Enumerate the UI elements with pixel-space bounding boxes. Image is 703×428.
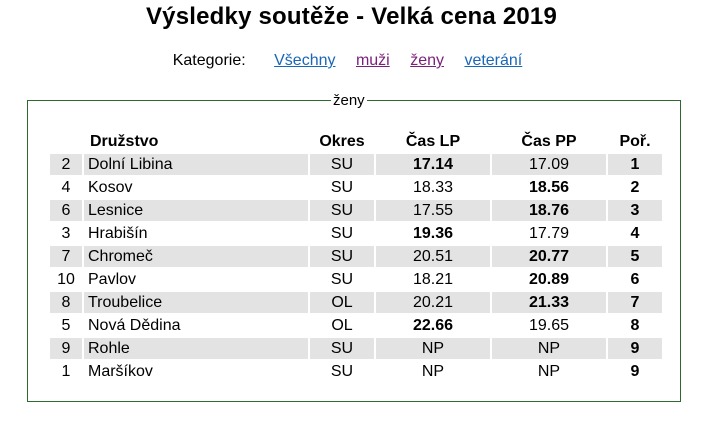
category-link-all[interactable]: Všechny xyxy=(274,52,335,69)
results-table: Družstvo Okres Čas LP Čas PP Poř. 2 Dolní… xyxy=(48,129,664,384)
team-name-cell: Maršíkov xyxy=(84,361,308,382)
time-pp-cell: 21.33 xyxy=(492,292,606,313)
time-pp-cell: 18.76 xyxy=(492,200,606,221)
start-number-cell: 2 xyxy=(50,154,82,175)
time-pp-cell: 20.77 xyxy=(492,246,606,267)
category-link-men[interactable]: muži xyxy=(356,52,390,69)
header-team: Družstvo xyxy=(84,131,308,152)
start-number-cell: 1 xyxy=(50,361,82,382)
rank-cell: 2 xyxy=(608,177,662,198)
district-cell: SU xyxy=(310,361,374,382)
table-row: 6 Lesnice SU 17.55 18.76 3 xyxy=(50,200,662,221)
header-rank: Poř. xyxy=(608,131,662,152)
time-lp-cell: 17.14 xyxy=(376,154,490,175)
time-lp-cell: 22.66 xyxy=(376,315,490,336)
table-row: 8 Troubelice OL 20.21 21.33 7 xyxy=(50,292,662,313)
header-time-lp: Čas LP xyxy=(376,131,490,152)
rank-cell: 1 xyxy=(608,154,662,175)
team-name-cell: Rohle xyxy=(84,338,308,359)
team-name-cell: Hrabišín xyxy=(84,223,308,244)
rank-cell: 6 xyxy=(608,269,662,290)
category-link-women[interactable]: ženy xyxy=(410,52,444,69)
district-cell: OL xyxy=(310,315,374,336)
district-cell: SU xyxy=(310,200,374,221)
table-row: 10 Pavlov SU 18.21 20.89 6 xyxy=(50,269,662,290)
rank-cell: 8 xyxy=(608,315,662,336)
time-lp-cell: 18.21 xyxy=(376,269,490,290)
time-lp-cell: 17.55 xyxy=(376,200,490,221)
time-lp-cell: 20.21 xyxy=(376,292,490,313)
results-body: 2 Dolní Libina SU 17.14 17.09 1 4 Kosov SU 18.33 1… xyxy=(50,154,662,382)
start-number-cell: 6 xyxy=(50,200,82,221)
district-cell: OL xyxy=(310,292,374,313)
start-number-cell: 3 xyxy=(50,223,82,244)
start-number-cell: 9 xyxy=(50,338,82,359)
category-label: Kategorie: xyxy=(173,52,246,69)
start-number-cell: 8 xyxy=(50,292,82,313)
time-lp-cell: 19.36 xyxy=(376,223,490,244)
table-row: 5 Nová Dědina OL 22.66 19.65 8 xyxy=(50,315,662,336)
rank-cell: 9 xyxy=(608,338,662,359)
time-lp-cell: NP xyxy=(376,338,490,359)
rank-cell: 3 xyxy=(608,200,662,221)
time-pp-cell: 20.89 xyxy=(492,269,606,290)
page-title: Výsledky soutěže - Velká cena 2019 xyxy=(0,3,703,31)
table-row: 7 Chromeč SU 20.51 20.77 5 xyxy=(50,246,662,267)
table-row: 1 Maršíkov SU NP NP 9 xyxy=(50,361,662,382)
rank-cell: 4 xyxy=(608,223,662,244)
header-time-pp: Čas PP xyxy=(492,131,606,152)
time-pp-cell: 19.65 xyxy=(492,315,606,336)
time-pp-cell: 18.56 xyxy=(492,177,606,198)
district-cell: SU xyxy=(310,269,374,290)
rank-cell: 5 xyxy=(608,246,662,267)
district-cell: SU xyxy=(310,246,374,267)
time-pp-cell: 17.79 xyxy=(492,223,606,244)
time-pp-cell: NP xyxy=(492,361,606,382)
results-legend: ženy xyxy=(331,92,367,109)
start-number-cell: 4 xyxy=(50,177,82,198)
start-number-cell: 10 xyxy=(50,269,82,290)
time-pp-cell: 17.09 xyxy=(492,154,606,175)
header-number xyxy=(50,131,82,152)
table-row: 3 Hrabišín SU 19.36 17.79 4 xyxy=(50,223,662,244)
team-name-cell: Chromeč xyxy=(84,246,308,267)
header-district: Okres xyxy=(310,131,374,152)
district-cell: SU xyxy=(310,223,374,244)
team-name-cell: Dolní Libina xyxy=(84,154,308,175)
category-link-veterans[interactable]: veterání xyxy=(464,52,522,69)
district-cell: SU xyxy=(310,154,374,175)
rank-cell: 9 xyxy=(608,361,662,382)
rank-cell: 7 xyxy=(608,292,662,313)
district-cell: SU xyxy=(310,338,374,359)
start-number-cell: 7 xyxy=(50,246,82,267)
team-name-cell: Troubelice xyxy=(84,292,308,313)
district-cell: SU xyxy=(310,177,374,198)
table-header-row: Družstvo Okres Čas LP Čas PP Poř. xyxy=(50,131,662,152)
time-lp-cell: 18.33 xyxy=(376,177,490,198)
table-row: 2 Dolní Libina SU 17.14 17.09 1 xyxy=(50,154,662,175)
team-name-cell: Lesnice xyxy=(84,200,308,221)
time-pp-cell: NP xyxy=(492,338,606,359)
table-row: 9 Rohle SU NP NP 9 xyxy=(50,338,662,359)
results-panel: ženy Družstvo Okres Čas LP Čas PP Poř. 2… xyxy=(27,92,681,402)
team-name-cell: Nová Dědina xyxy=(84,315,308,336)
category-filter: Kategorie: Všechny muži ženy veterání xyxy=(0,52,703,70)
team-name-cell: Kosov xyxy=(84,177,308,198)
table-row: 4 Kosov SU 18.33 18.56 2 xyxy=(50,177,662,198)
team-name-cell: Pavlov xyxy=(84,269,308,290)
time-lp-cell: 20.51 xyxy=(376,246,490,267)
time-lp-cell: NP xyxy=(376,361,490,382)
start-number-cell: 5 xyxy=(50,315,82,336)
